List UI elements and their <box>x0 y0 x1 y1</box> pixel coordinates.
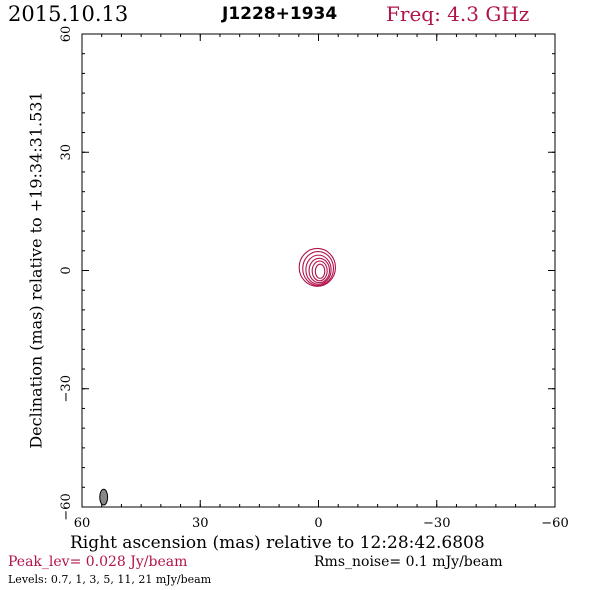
source-name: J1228+1934 <box>222 4 338 24</box>
contour-level-21 <box>314 263 326 279</box>
beam-ellipse <box>99 488 109 506</box>
contour-level-0p7 <box>298 247 336 287</box>
x-tick-label: 30 <box>192 516 209 531</box>
x-axis-label: Right ascension (mas) relative to 12:28:… <box>70 533 485 553</box>
y-tick-label: 30 <box>59 144 74 161</box>
axis-tick-labels: 60 30 0 −30 −60 −60 −30 0 30 60 <box>59 26 569 531</box>
x-tick-label: 60 <box>74 516 91 531</box>
contour-level-11 <box>311 260 328 282</box>
rms-noise: Rms_noise= 0.1 mJy/beam <box>314 554 503 570</box>
x-tick-label: 0 <box>314 516 322 531</box>
peak-level: Peak_lev= 0.028 Jy/beam <box>8 554 188 570</box>
observation-date: 2015.10.13 <box>8 2 129 26</box>
contour-level-5 <box>308 257 331 284</box>
frequency-label: Freq: 4.3 GHz <box>386 2 530 26</box>
y-tick-label: −30 <box>59 375 74 402</box>
y-tick-label: 60 <box>59 26 74 43</box>
y-tick-label: 0 <box>59 266 74 274</box>
y-axis-label: Declination (mas) relative to +19:34:31.… <box>26 91 46 449</box>
axis-ticks <box>81 33 556 508</box>
contour-level-1 <box>302 251 335 287</box>
y-tick-label: −60 <box>59 493 74 520</box>
contour-level-3 <box>305 254 332 285</box>
plot-frame <box>81 33 556 508</box>
contour-group <box>298 247 336 287</box>
beam-ellipse-group <box>99 488 109 506</box>
x-tick-label: −60 <box>541 516 568 531</box>
x-tick-label: −30 <box>423 516 450 531</box>
contour-levels: Levels: 0.7, 1, 3, 5, 11, 21 mJy/beam <box>8 573 212 586</box>
